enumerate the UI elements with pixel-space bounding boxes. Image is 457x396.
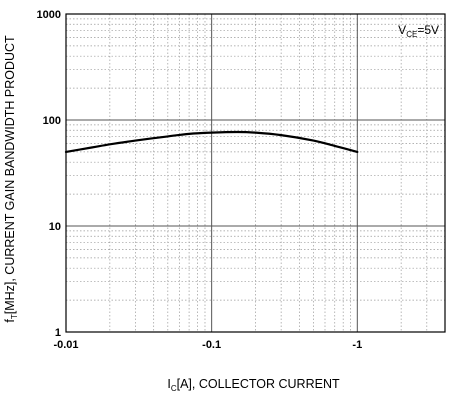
x-tick-label: -1 xyxy=(352,339,362,351)
x-axis-label: IC[A], COLLECTOR CURRENT xyxy=(167,377,340,393)
vce-annotation: VCE=5V xyxy=(398,23,439,39)
x-label-rest: [A], COLLECTOR CURRENT xyxy=(177,377,340,391)
minor-gridlines xyxy=(66,14,446,332)
x-label-main: I xyxy=(167,377,170,391)
y-tick-label: 1000 xyxy=(37,9,61,21)
plot-frame xyxy=(65,13,446,333)
annotation-main: V xyxy=(398,23,406,37)
y-tick-label: 10 xyxy=(49,221,61,233)
y-label-main: f xyxy=(3,319,17,323)
x-tick-label: -0.1 xyxy=(202,339,221,351)
annotation-rest: =5V xyxy=(417,23,439,37)
tick-labels: -0.01 -0.1 -1 1 10 100 1000 xyxy=(37,9,363,351)
series-line xyxy=(64,130,359,154)
y-axis-label: fT[MHz], CURRENT GAIN BANDWIDTH PRODUCT xyxy=(3,35,19,323)
y-tick-label: 100 xyxy=(43,115,61,127)
y-label-sub: T xyxy=(10,314,19,319)
y-tick-label: 1 xyxy=(55,327,61,339)
series-layer xyxy=(64,130,359,154)
annotation-sub: CE xyxy=(406,30,417,39)
x-tick-label: -0.01 xyxy=(53,339,78,351)
y-label-rest: [MHz], CURRENT GAIN BANDWIDTH PRODUCT xyxy=(3,35,17,314)
x-label-sub: C xyxy=(171,384,177,393)
